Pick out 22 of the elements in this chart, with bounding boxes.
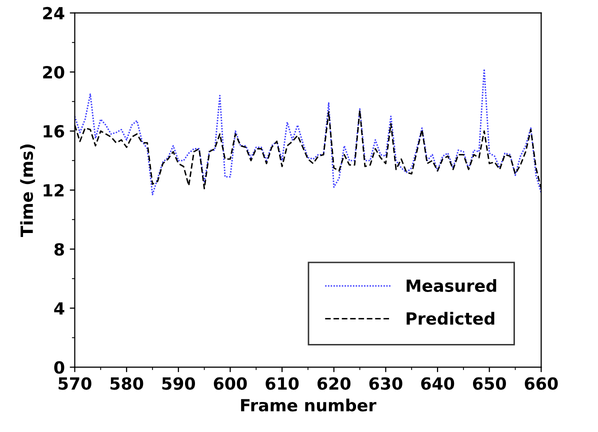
y-axis-title: Time (ms) — [20, 144, 36, 238]
y-tick-label: 20 — [43, 66, 64, 79]
x-tick-label: 620 — [318, 377, 350, 390]
x-tick-label: 580 — [110, 377, 144, 390]
x-tick-label: 570 — [58, 377, 92, 390]
x-tick-label: 640 — [421, 377, 454, 390]
line-series — [74, 68, 542, 196]
y-tick-label: 16 — [44, 125, 64, 138]
x-tick-label: 610 — [266, 377, 299, 390]
legend-label: Predicted — [406, 312, 494, 325]
y-tick-label: 0 — [54, 361, 64, 374]
y-tick-label: 12 — [44, 184, 64, 196]
y-tick-label: 8 — [54, 243, 64, 256]
x-tick-label: 650 — [473, 377, 506, 390]
x-tick-label: 590 — [162, 377, 195, 390]
y-tick-label: 24 — [43, 6, 64, 20]
x-axis-title: Frame number — [241, 398, 376, 412]
x-tick-label: 660 — [524, 377, 558, 390]
x-tick-label: 600 — [214, 377, 247, 390]
x-tick-label: 630 — [369, 377, 402, 390]
legend-label: Measured — [406, 279, 496, 292]
y-tick-label: 4 — [54, 302, 64, 314]
